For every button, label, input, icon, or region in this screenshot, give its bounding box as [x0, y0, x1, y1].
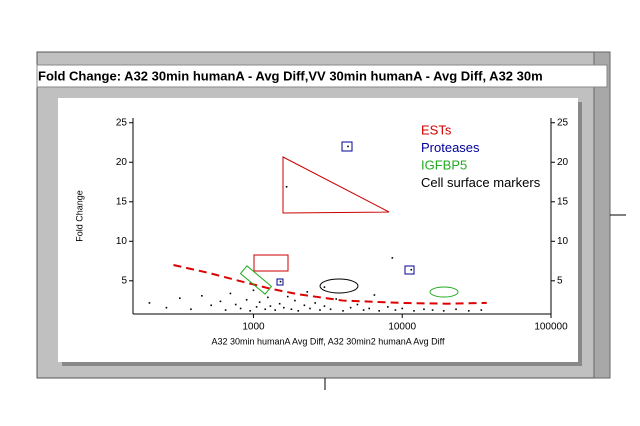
point	[245, 298, 248, 301]
point	[323, 286, 326, 288]
trend-line	[173, 264, 487, 305]
point	[329, 308, 332, 311]
point	[423, 308, 425, 311]
point	[249, 310, 251, 312]
point	[179, 297, 181, 299]
point	[239, 307, 242, 310]
title-bar	[36, 64, 608, 88]
point	[314, 302, 316, 304]
highlight-triangle	[282, 156, 390, 214]
point	[309, 307, 311, 310]
point	[410, 268, 413, 271]
plot: 5 5 10 10 15 15 20 20 25 25 1000 10000 100000 ESTs Pro…	[116, 117, 569, 332]
point	[264, 308, 267, 311]
point	[387, 306, 389, 308]
point	[347, 145, 349, 148]
point	[165, 306, 168, 309]
point	[252, 289, 255, 292]
point	[356, 303, 359, 306]
point	[274, 309, 276, 311]
highlights	[239, 141, 459, 298]
highlight-ellipse	[429, 286, 459, 298]
point	[219, 300, 222, 303]
x-tick-label: 100000	[534, 322, 568, 333]
point	[286, 295, 289, 298]
y-tick-label: 25	[116, 117, 128, 128]
legend-entry: Cell surface markers	[421, 175, 541, 190]
highlight-box	[253, 254, 289, 272]
point	[269, 305, 272, 307]
point	[349, 306, 352, 309]
point	[378, 310, 380, 312]
point	[279, 280, 282, 283]
point	[368, 307, 371, 310]
point	[294, 299, 296, 302]
point	[342, 310, 344, 312]
highlight-box	[404, 265, 415, 275]
point	[283, 306, 285, 309]
highlight-ellipse	[319, 278, 359, 294]
point	[190, 308, 192, 311]
point	[373, 294, 376, 296]
chart-panel	[58, 98, 578, 362]
point	[480, 309, 483, 311]
point	[306, 291, 309, 293]
point	[391, 257, 394, 259]
y-axis-label: Fold Change	[74, 190, 84, 242]
point	[319, 309, 321, 311]
chart-title: Fold Change: A32 30min humanA - Avg Diff…	[38, 68, 543, 83]
point	[413, 310, 415, 312]
legend-entry: ESTs	[421, 122, 452, 137]
point	[278, 302, 281, 305]
x-tick-label: 10000	[388, 322, 416, 333]
point	[431, 309, 434, 311]
legend-entry: Proteases	[421, 140, 480, 155]
point	[267, 296, 269, 299]
point	[234, 303, 237, 306]
y-tick-label-right: 15	[557, 196, 569, 207]
y-tick-label: 20	[116, 157, 128, 168]
legend-entry: IGFBP5	[421, 157, 467, 172]
point	[335, 298, 338, 300]
point	[201, 295, 203, 297]
y-tick-label-right: 25	[557, 117, 569, 128]
y-tick-label: 5	[121, 275, 127, 286]
point	[255, 306, 258, 308]
point	[467, 310, 470, 312]
point	[229, 292, 232, 295]
point	[210, 304, 213, 307]
point	[442, 310, 445, 312]
point	[258, 301, 261, 303]
y-tick-label-right: 20	[557, 157, 569, 168]
point	[455, 308, 457, 311]
highlight-box	[276, 278, 284, 286]
y-tick-label-right: 10	[557, 236, 569, 247]
point	[401, 307, 404, 310]
point	[224, 309, 227, 311]
x-axis-label: A32 30min humanA Avg Diff, A32 30min2 hu…	[212, 336, 445, 346]
point	[362, 309, 365, 311]
y-tick-label: 10	[116, 236, 128, 247]
point	[285, 185, 288, 188]
point	[297, 310, 300, 312]
point	[148, 302, 151, 304]
y-tick-label: 15	[116, 196, 128, 207]
x-tick-label: 1000	[242, 322, 265, 333]
point	[290, 308, 293, 311]
highlight-box	[239, 265, 273, 295]
scrollbar[interactable]	[593, 51, 611, 379]
point	[303, 304, 306, 307]
y-tick-label-right: 5	[557, 275, 563, 286]
point	[323, 305, 326, 307]
point	[394, 309, 397, 311]
highlight-box	[341, 141, 353, 152]
